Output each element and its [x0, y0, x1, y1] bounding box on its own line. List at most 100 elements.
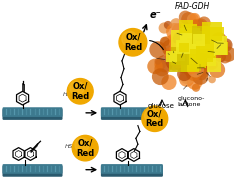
- Point: [197, 67, 201, 70]
- Point: [210, 63, 213, 66]
- FancyBboxPatch shape: [101, 109, 155, 120]
- Point: [190, 24, 194, 27]
- Point: [170, 37, 173, 40]
- Point: [200, 41, 204, 44]
- Point: [198, 25, 202, 28]
- Point: [181, 46, 185, 49]
- Point: [199, 34, 203, 37]
- Point: [186, 75, 189, 78]
- Text: glucose: glucose: [148, 103, 175, 109]
- Circle shape: [145, 108, 159, 122]
- Point: [178, 29, 182, 32]
- Point: [216, 53, 219, 56]
- Circle shape: [67, 79, 93, 104]
- Point: [170, 55, 174, 58]
- Point: [203, 72, 207, 75]
- Point: [211, 64, 214, 67]
- Point: [185, 78, 188, 81]
- Point: [216, 44, 219, 47]
- Point: [200, 74, 204, 77]
- Point: [197, 25, 201, 28]
- Point: [199, 75, 202, 78]
- Point: [210, 78, 214, 81]
- FancyBboxPatch shape: [3, 107, 63, 117]
- Point: [190, 29, 194, 33]
- Point: [195, 40, 199, 43]
- Point: [189, 49, 193, 52]
- Point: [153, 65, 157, 68]
- Point: [156, 48, 160, 51]
- Point: [166, 43, 170, 46]
- Point: [216, 41, 220, 44]
- Point: [205, 56, 209, 59]
- Text: Ox/
Red: Ox/ Red: [76, 139, 94, 158]
- Circle shape: [70, 81, 84, 95]
- Point: [200, 31, 204, 34]
- Point: [177, 37, 181, 40]
- Point: [197, 49, 201, 52]
- Point: [188, 37, 192, 40]
- Point: [199, 67, 203, 70]
- Point: [163, 40, 167, 43]
- Point: [187, 37, 191, 40]
- Point: [188, 61, 192, 64]
- Point: [186, 40, 190, 43]
- Text: Ox/
Red: Ox/ Red: [71, 82, 89, 101]
- Point: [182, 72, 186, 75]
- Point: [162, 62, 166, 65]
- FancyBboxPatch shape: [3, 109, 63, 120]
- Point: [177, 62, 180, 65]
- Point: [180, 57, 184, 60]
- Point: [181, 65, 184, 68]
- Point: [174, 23, 178, 26]
- Point: [196, 68, 200, 71]
- Point: [170, 53, 174, 56]
- Point: [181, 60, 185, 63]
- Circle shape: [122, 31, 137, 46]
- Point: [184, 43, 188, 46]
- Point: [196, 38, 200, 41]
- Point: [204, 54, 208, 57]
- Point: [186, 48, 190, 51]
- Text: Ox/
Red: Ox/ Red: [124, 33, 142, 52]
- FancyBboxPatch shape: [3, 166, 63, 177]
- Point: [182, 46, 186, 49]
- Point: [183, 36, 187, 39]
- Point: [227, 53, 231, 56]
- Point: [173, 30, 176, 33]
- Point: [219, 54, 223, 57]
- Point: [202, 55, 205, 58]
- Point: [224, 43, 228, 46]
- Point: [184, 16, 187, 19]
- Point: [174, 41, 177, 44]
- Point: [212, 64, 215, 67]
- Point: [194, 68, 198, 71]
- Point: [179, 53, 183, 56]
- Point: [176, 58, 180, 61]
- Point: [189, 76, 192, 79]
- Point: [219, 56, 223, 59]
- Point: [181, 46, 184, 49]
- Circle shape: [75, 138, 89, 152]
- Circle shape: [72, 135, 98, 161]
- Point: [181, 33, 185, 36]
- Point: [217, 39, 221, 42]
- Point: [192, 27, 196, 30]
- Point: [201, 47, 204, 50]
- Point: [198, 47, 202, 50]
- Point: [193, 17, 197, 20]
- Point: [188, 43, 192, 46]
- Point: [195, 58, 199, 61]
- Point: [187, 18, 191, 21]
- Circle shape: [142, 106, 168, 132]
- Point: [178, 37, 182, 40]
- Point: [190, 67, 193, 70]
- Point: [158, 63, 162, 66]
- FancyBboxPatch shape: [101, 166, 163, 177]
- Point: [166, 23, 170, 26]
- Text: HS: HS: [63, 92, 72, 97]
- Point: [189, 71, 193, 74]
- Point: [189, 68, 193, 71]
- Point: [193, 80, 196, 83]
- Point: [223, 56, 227, 59]
